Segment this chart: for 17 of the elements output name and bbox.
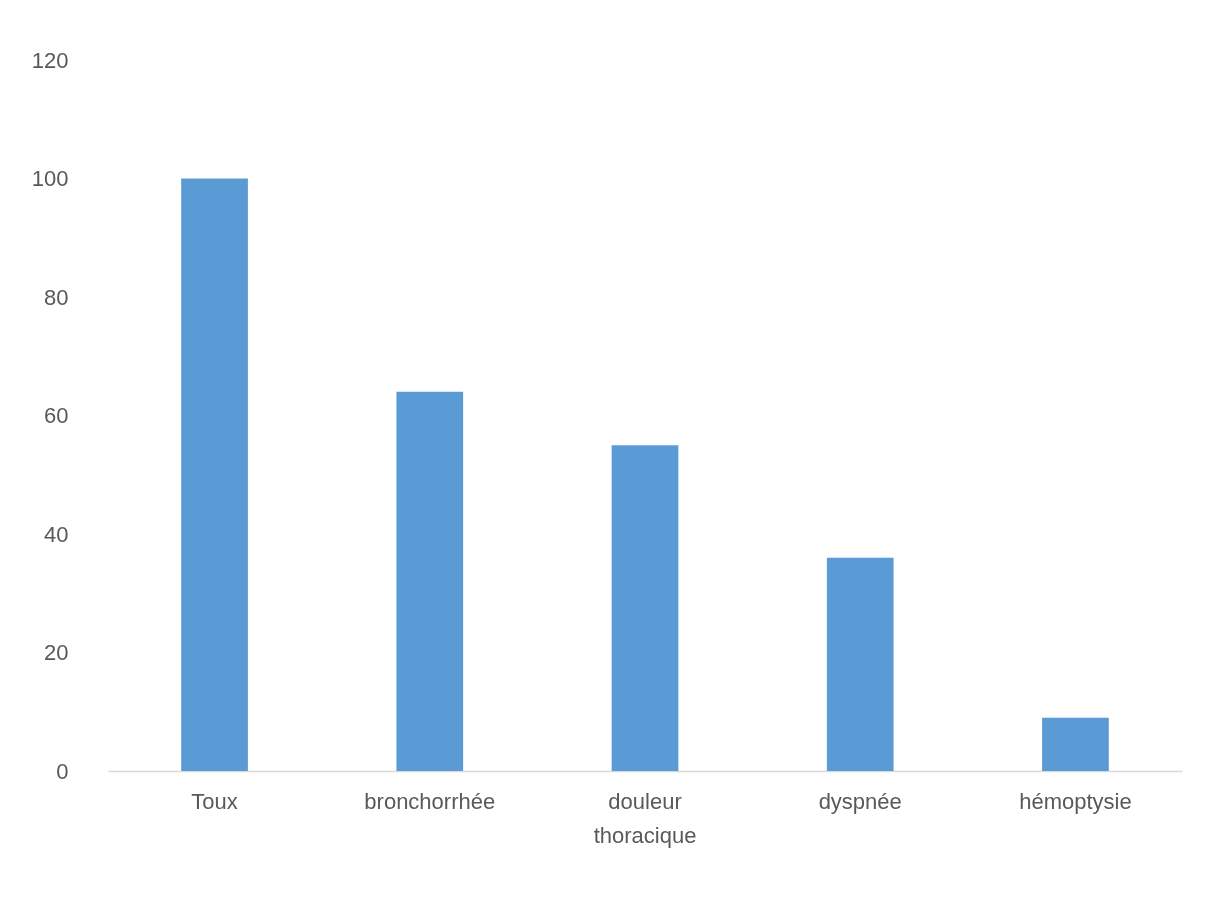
- y-tick-label: 60: [44, 403, 69, 428]
- y-tick-label: 100: [31, 166, 69, 191]
- y-tick-label: 120: [31, 47, 69, 73]
- bar: [181, 178, 248, 771]
- x-tick-label: douleur thoracique: [593, 788, 697, 848]
- bar: [1042, 717, 1109, 771]
- y-tick-label: 0: [56, 758, 69, 784]
- y-tick-label: 40: [44, 521, 69, 547]
- y-tick-label: 80: [44, 284, 69, 310]
- bar: [611, 445, 679, 771]
- x-tick-label: dyspnée: [818, 788, 902, 814]
- x-tick-label: hémoptysie: [1019, 788, 1132, 814]
- bar: [826, 557, 894, 771]
- x-tick-label: Toux: [191, 788, 238, 814]
- y-tick-label: 20: [44, 640, 69, 665]
- bar: [396, 391, 464, 771]
- x-tick-label: bronchorrhée: [364, 788, 496, 814]
